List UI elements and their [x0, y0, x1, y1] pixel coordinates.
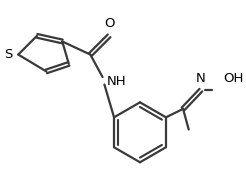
Text: NH: NH	[106, 75, 126, 88]
Text: N: N	[196, 73, 206, 85]
Text: S: S	[4, 48, 13, 61]
Text: OH: OH	[223, 73, 244, 85]
Text: O: O	[104, 17, 114, 30]
